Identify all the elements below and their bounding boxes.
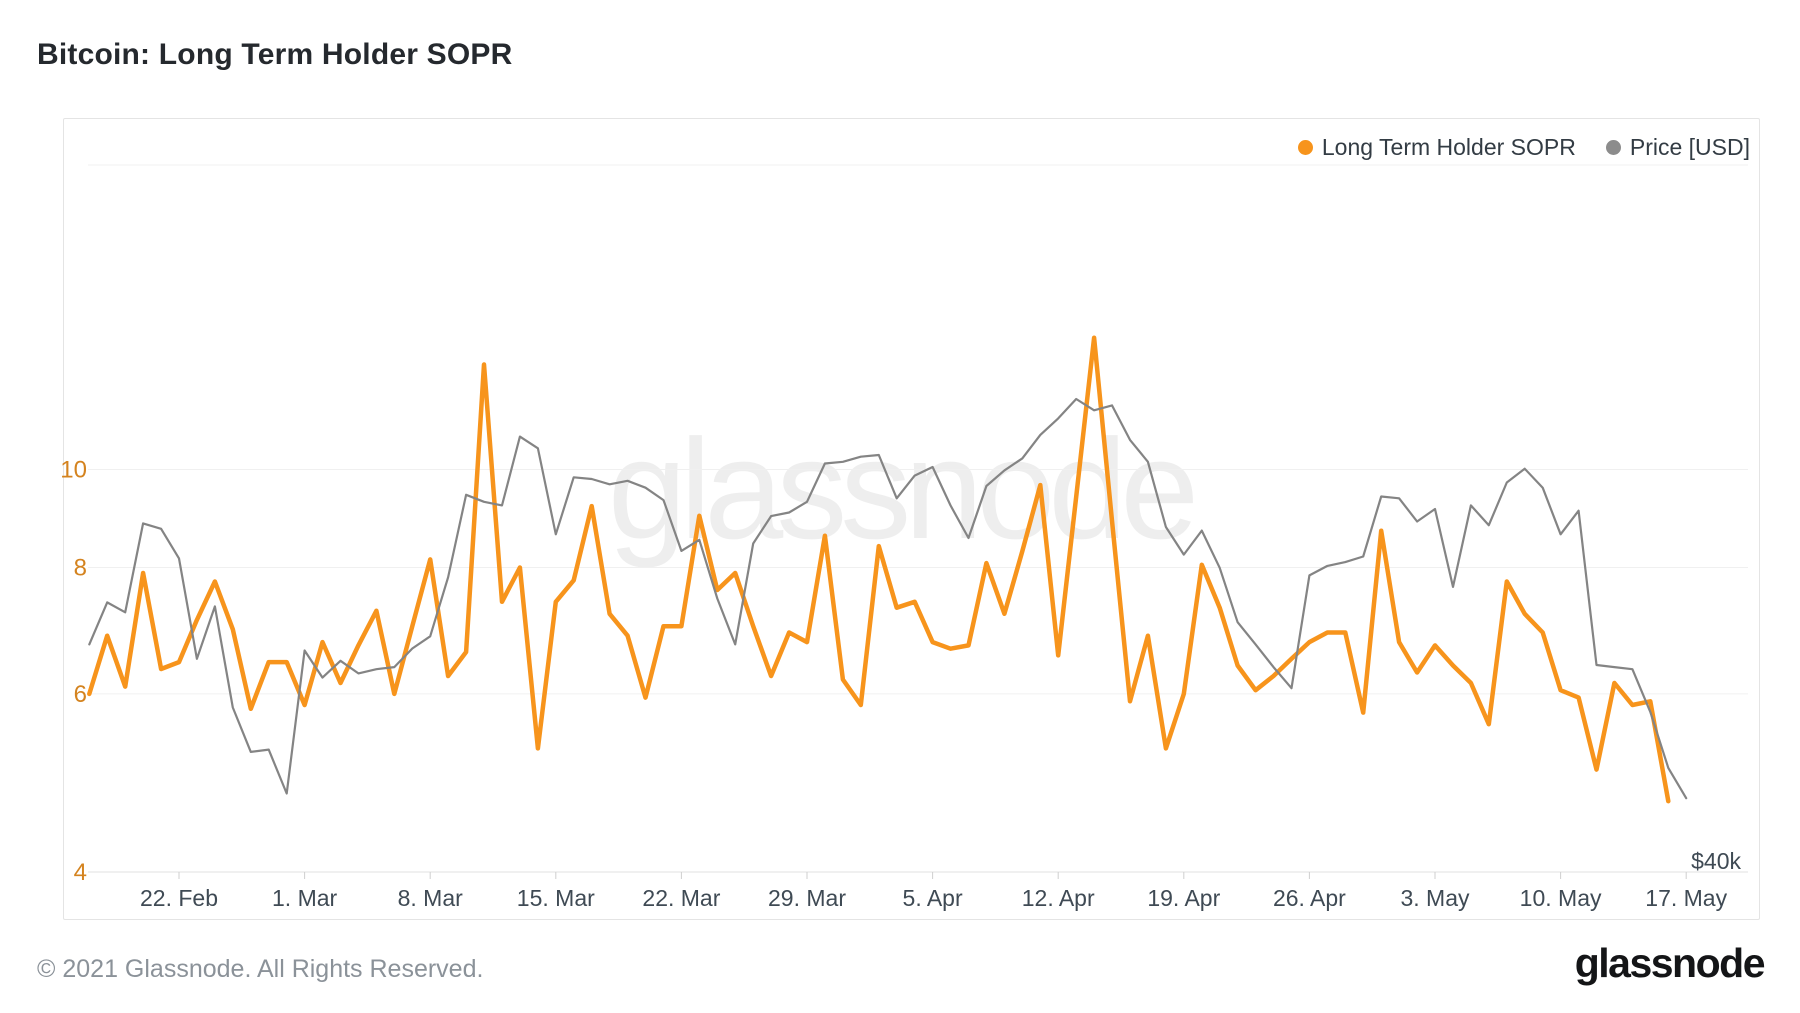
legend-label-sopr: Long Term Holder SOPR bbox=[1321, 134, 1576, 160]
price-axis-label: $40k bbox=[1691, 848, 1741, 874]
legend-item-lth-sopr[interactable]: Long Term Holder SOPR bbox=[1297, 134, 1576, 161]
y-axis-label-8: 8 bbox=[74, 555, 87, 582]
y-axis-label-4: 4 bbox=[74, 859, 87, 886]
legend-marker-sopr-icon bbox=[1297, 140, 1313, 155]
x-axis-label: 1. Mar bbox=[272, 885, 338, 911]
y-axis-label-10: 10 bbox=[60, 457, 87, 484]
x-axis-label: 29. Mar bbox=[768, 885, 846, 911]
x-axis-label: 19. Apr bbox=[1147, 885, 1220, 911]
chart-legend: Long Term Holder SOPR Price [USD] bbox=[1297, 134, 1750, 161]
x-axis-label: 22. Feb bbox=[140, 885, 218, 911]
legend-label-price: Price [USD] bbox=[1629, 134, 1750, 160]
x-axis-label: 15. Mar bbox=[517, 885, 595, 911]
legend-item-price[interactable]: Price [USD] bbox=[1605, 134, 1750, 161]
x-axis-label: 5. Apr bbox=[903, 885, 963, 911]
x-axis-label: 22. Mar bbox=[642, 885, 720, 911]
legend-marker-price-icon bbox=[1605, 140, 1621, 155]
chart-card bbox=[63, 118, 1760, 920]
x-axis-label: 3. May bbox=[1400, 885, 1470, 911]
x-axis-label: 26. Apr bbox=[1273, 885, 1346, 911]
page-title: Bitcoin: Long Term Holder SOPR bbox=[37, 38, 513, 71]
x-axis-label: 17. May bbox=[1645, 885, 1727, 911]
glassnode-logo: glassnode bbox=[1574, 940, 1766, 986]
x-axis-label: 10. May bbox=[1520, 885, 1602, 911]
y-axis-label-6: 6 bbox=[74, 681, 87, 708]
copyright-text: © 2021 Glassnode. All Rights Reserved. bbox=[37, 955, 484, 983]
x-axis-label: 12. Apr bbox=[1022, 885, 1095, 911]
series-line-price bbox=[88, 397, 1688, 800]
series-line-lth-sopr bbox=[87, 335, 1671, 804]
x-axis-label: 8. Mar bbox=[398, 885, 464, 911]
